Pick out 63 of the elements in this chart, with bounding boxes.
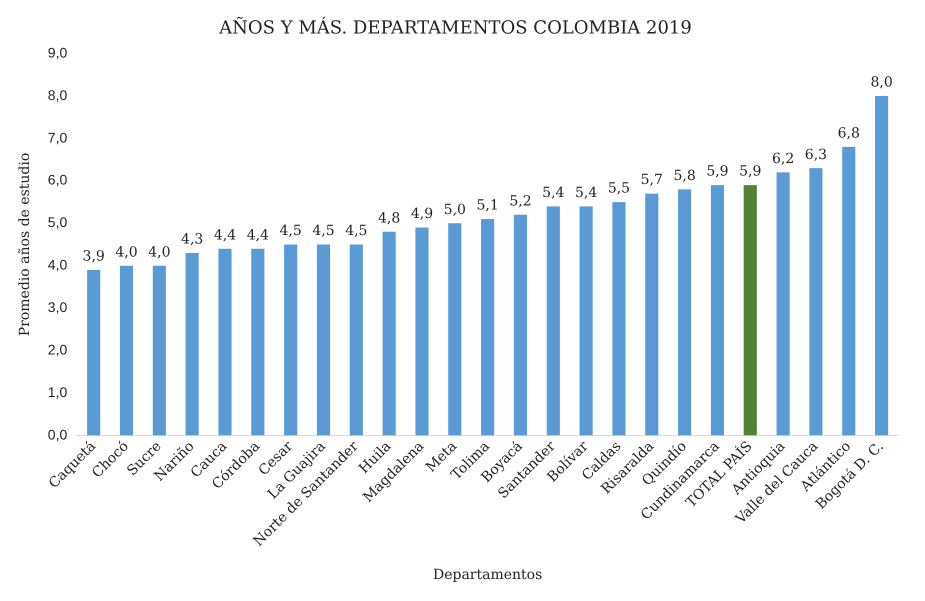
data-label: 5,9 (706, 164, 729, 180)
y-tick-label: 5,0 (48, 214, 68, 230)
data-label: 4,3 (181, 232, 204, 248)
y-tick-label: 8,0 (48, 86, 68, 103)
bar (218, 248, 232, 436)
data-label: 5,0 (444, 202, 466, 218)
x-axis-title: Departamentos (432, 567, 542, 584)
bar (415, 228, 429, 436)
bar (514, 214, 528, 436)
bar (152, 266, 166, 436)
bar (120, 266, 134, 436)
bar (316, 244, 330, 436)
bar (186, 252, 199, 436)
bar (842, 146, 856, 436)
data-label: 4,0 (115, 244, 138, 260)
data-label: 5,4 (542, 184, 565, 201)
y-tick-label: 0,0 (48, 426, 68, 442)
bar (87, 270, 100, 436)
data-label: 4,9 (410, 206, 434, 222)
data-label: 6,3 (804, 146, 828, 163)
data-label: 5,7 (640, 172, 663, 188)
bar (645, 194, 658, 436)
data-label: 5,4 (574, 184, 598, 201)
data-label: 4,5 (280, 223, 302, 240)
data-label: 3,9 (82, 248, 105, 265)
data-label: 5,1 (476, 198, 499, 214)
bar (612, 202, 626, 436)
bar (284, 244, 298, 436)
bar (710, 185, 724, 436)
y-tick-label: 6,0 (48, 172, 68, 188)
bar (382, 232, 396, 436)
y-tick-label: 2,0 (48, 341, 68, 358)
y-tick-label: 3,0 (48, 298, 68, 315)
y-tick-label: 7,0 (48, 129, 68, 146)
bar (776, 172, 790, 436)
bar (350, 244, 363, 436)
y-tick-label: 1,0 (48, 384, 68, 400)
data-label: 4,5 (345, 223, 368, 240)
bar (580, 206, 593, 436)
bar (251, 248, 264, 436)
data-label: 6,2 (772, 151, 794, 168)
y-tick-label: 4,0 (48, 256, 68, 273)
bar (546, 206, 560, 436)
data-label: 4,8 (378, 210, 400, 226)
y-axis-title: Promedio años de estudio (17, 152, 34, 336)
y-tick-label: 9,0 (48, 44, 68, 60)
data-label: 4,4 (214, 227, 236, 244)
bar (448, 223, 462, 436)
data-label: 5,8 (673, 168, 696, 184)
data-label: 4,0 (148, 244, 170, 260)
data-label: 8,0 (870, 74, 893, 91)
data-label: 4,5 (312, 223, 335, 240)
data-label: 4,4 (246, 227, 270, 244)
bar (678, 189, 692, 436)
bar (875, 96, 888, 436)
data-label: 5,2 (509, 193, 532, 210)
bar (481, 219, 494, 436)
data-label: 5,9 (739, 164, 762, 180)
data-label: 5,5 (608, 180, 630, 197)
bar (809, 168, 822, 436)
chart-title: AÑOS Y MÁS. DEPARTAMENTOS COLOMBIA 2019 (218, 16, 692, 38)
data-label: 6,8 (838, 126, 860, 142)
bar (744, 185, 757, 436)
